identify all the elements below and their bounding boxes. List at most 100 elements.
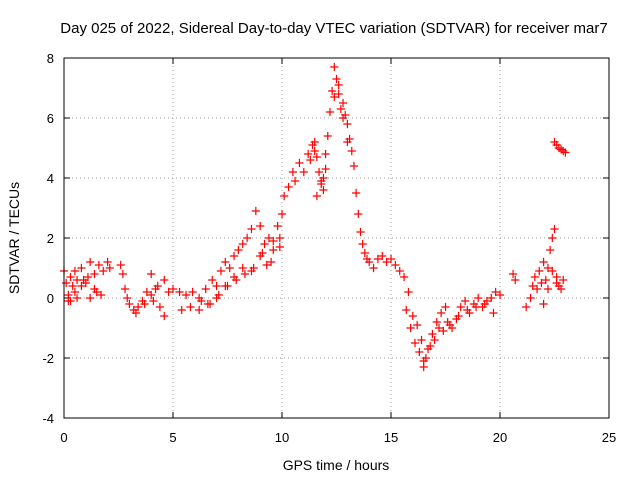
- axis-ticks: 0 5 10 15 20 25 -4 -2 0 2 4 6 8: [42, 51, 616, 445]
- data-point: [378, 251, 387, 261]
- data-point: [275, 233, 284, 243]
- data-point: [99, 266, 108, 276]
- data-point: [79, 275, 88, 285]
- data-point: [528, 281, 537, 291]
- data-point: [229, 251, 239, 261]
- data-point: [195, 305, 204, 315]
- x-tick-label: 10: [275, 430, 289, 445]
- y-tick-label: -4: [42, 411, 54, 426]
- data-point: [445, 320, 454, 330]
- data-point: [70, 266, 79, 276]
- data-point: [522, 302, 531, 312]
- data-point: [203, 299, 212, 309]
- data-point: [352, 188, 361, 198]
- data-point: [441, 302, 450, 312]
- data-point: [92, 287, 101, 297]
- chart-title: Day 025 of 2022, Sidereal Day-to-day VTE…: [60, 20, 607, 37]
- plot-frame: [63, 57, 610, 419]
- data-point: [419, 356, 428, 366]
- data-point: [208, 275, 217, 285]
- data-point: [142, 287, 151, 297]
- data-point: [399, 272, 409, 282]
- data-point: [332, 74, 341, 84]
- data-point: [221, 281, 230, 291]
- data-point: [240, 269, 250, 279]
- data-point: [373, 254, 383, 264]
- data-point: [66, 272, 75, 282]
- data-point: [382, 257, 391, 267]
- data-point: [164, 287, 173, 297]
- data-point: [343, 137, 352, 147]
- data-point: [539, 299, 548, 309]
- data-point: [280, 191, 289, 201]
- data-point: [343, 119, 352, 129]
- data-point: [177, 305, 186, 315]
- data-point: [456, 302, 465, 312]
- data-point: [229, 272, 239, 282]
- data-point: [338, 98, 348, 108]
- data-point: [118, 269, 127, 279]
- data-point: [556, 284, 566, 294]
- data-point: [489, 308, 498, 318]
- data-point: [125, 299, 134, 309]
- data-point: [275, 242, 284, 252]
- data-point: [188, 287, 197, 297]
- data-point: [437, 308, 446, 318]
- data-point: [256, 221, 265, 231]
- data-point: [402, 305, 411, 315]
- y-tick-label: 4: [47, 171, 54, 186]
- data-point: [70, 287, 79, 297]
- data-point: [328, 86, 337, 96]
- y-tick-label: 6: [47, 111, 54, 126]
- data-point: [77, 263, 86, 273]
- data-point: [238, 263, 247, 273]
- data-point: [334, 80, 343, 90]
- data-point: [306, 155, 315, 165]
- data-point: [83, 272, 93, 282]
- x-tick-label: 0: [60, 430, 67, 445]
- data-point: [90, 269, 99, 279]
- data-point: [312, 152, 321, 162]
- data-point: [314, 167, 324, 177]
- data-point: [471, 302, 481, 312]
- x-tick-label: 15: [384, 430, 398, 445]
- x-tick-label: 25: [602, 430, 616, 445]
- data-point: [319, 185, 328, 195]
- data-point: [413, 320, 422, 330]
- data-point: [277, 209, 287, 219]
- data-point: [365, 257, 374, 267]
- y-axis-label: SDTVAR / TECUs: [6, 182, 22, 294]
- data-point: [559, 275, 568, 285]
- data-point: [77, 281, 86, 291]
- data-point: [140, 299, 149, 309]
- data-point: [310, 137, 319, 147]
- data-point: [439, 326, 448, 336]
- data-point: [243, 233, 252, 243]
- data-point: [495, 290, 505, 300]
- data-point: [273, 221, 282, 231]
- y-tick-label: 2: [47, 231, 54, 246]
- data-point: [349, 161, 359, 171]
- data-point: [508, 269, 518, 279]
- data-point: [395, 266, 404, 276]
- data-point: [86, 257, 95, 267]
- data-point: [543, 284, 553, 294]
- data-point: [323, 131, 332, 141]
- data-point: [216, 266, 226, 276]
- data-point: [66, 296, 75, 306]
- data-point: [260, 239, 269, 249]
- data-point: [423, 344, 433, 354]
- data-point: [325, 107, 335, 117]
- data-point: [312, 191, 321, 201]
- x-axis-label: GPS time / hours: [283, 457, 390, 473]
- data-point: [168, 284, 178, 294]
- data-point: [247, 266, 256, 276]
- data-points: [59, 62, 570, 372]
- data-point: [149, 296, 158, 306]
- data-point: [221, 257, 230, 267]
- data-point: [304, 149, 313, 159]
- data-point: [299, 167, 308, 177]
- data-point: [225, 263, 234, 273]
- data-point: [212, 281, 221, 291]
- data-point: [550, 224, 559, 234]
